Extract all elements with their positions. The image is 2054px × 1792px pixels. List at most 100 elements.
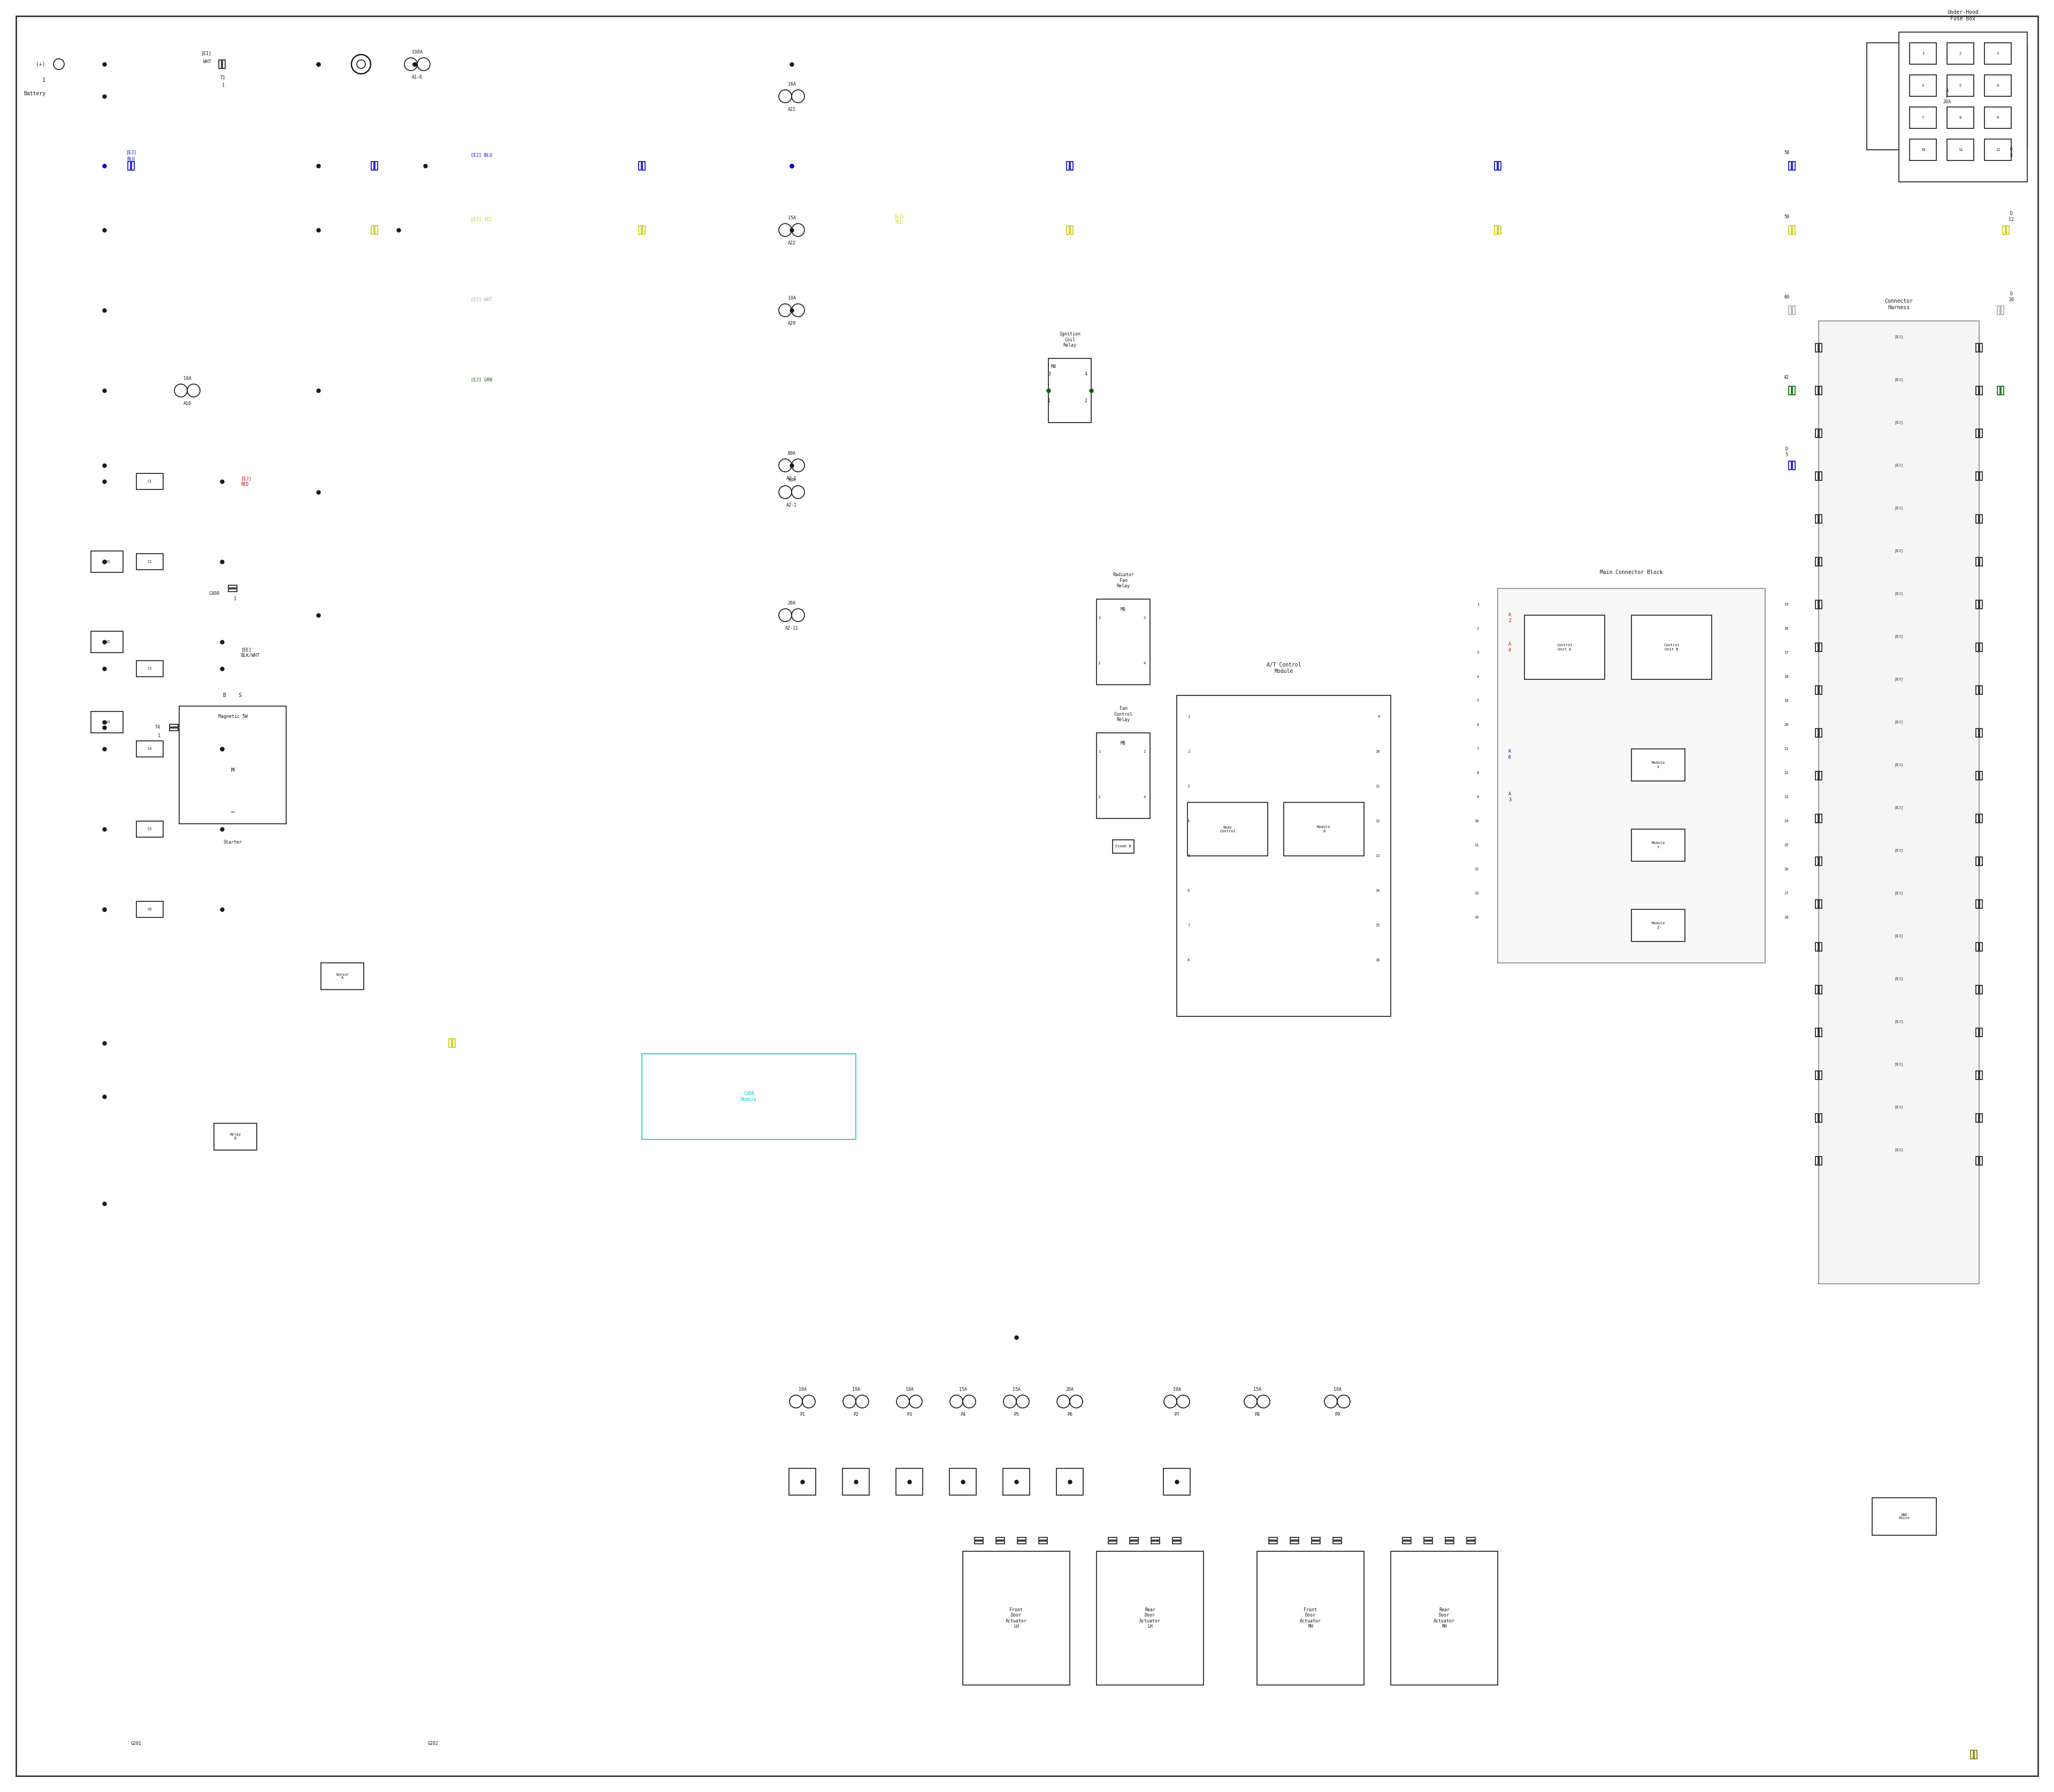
Bar (1467, 1538, 1475, 1539)
Text: Radiator
Fan
Relay: Radiator Fan Relay (1113, 572, 1134, 588)
Text: 13: 13 (1376, 855, 1380, 858)
Text: [EJ] GRN: [EJ] GRN (470, 378, 493, 382)
Bar (1290, 1538, 1298, 1539)
Bar (1793, 161, 1795, 170)
Text: 50A: 50A (787, 478, 795, 482)
Bar (1403, 1541, 1411, 1543)
Bar (1130, 1541, 1138, 1543)
Bar (1820, 344, 1822, 351)
Text: [EJ]: [EJ] (1894, 378, 1904, 382)
Text: 2: 2 (1960, 52, 1962, 56)
Bar (1017, 1541, 1025, 1543)
Bar (1980, 344, 1982, 351)
Bar (1423, 1541, 1432, 1543)
Text: 10A: 10A (799, 1387, 807, 1392)
Text: M9: M9 (1121, 607, 1126, 613)
Text: 4: 4 (1085, 373, 1087, 376)
Bar (1996, 306, 2001, 315)
Text: D
12: D 12 (2009, 211, 2013, 222)
Text: 11: 11 (1376, 785, 1380, 788)
Text: 59: 59 (1783, 215, 1789, 219)
Bar (789, 1468, 815, 1495)
Text: 14: 14 (1376, 889, 1380, 892)
Text: 10: 10 (1475, 819, 1479, 823)
Text: [EJ]: [EJ] (1894, 1063, 1904, 1066)
Text: SW1: SW1 (103, 561, 111, 563)
Bar (214, 1124, 257, 1150)
Text: [EI]: [EI] (201, 52, 212, 56)
Text: 15A: 15A (787, 215, 795, 220)
Text: [EJ]: [EJ] (1894, 507, 1904, 511)
Bar (1820, 514, 1822, 523)
Text: GND
Point: GND Point (1898, 1512, 1910, 1520)
Bar (1820, 1029, 1822, 1038)
Text: 11: 11 (1957, 149, 1964, 151)
Text: M4: M4 (1052, 364, 1056, 369)
Text: WHT: WHT (203, 59, 212, 65)
Text: C408
Module: C408 Module (741, 1091, 756, 1102)
Bar (1820, 814, 1822, 823)
Bar (1816, 729, 1818, 737)
Text: Module
Y: Module Y (1651, 842, 1666, 849)
Text: P2: P2 (852, 1412, 859, 1417)
Bar (1898, 32, 2027, 181)
Text: D
5: D 5 (1785, 446, 1787, 457)
Bar (1980, 428, 1982, 437)
Text: Ignition
Coil
Relay: Ignition Coil Relay (1060, 332, 1080, 348)
Bar (1976, 1072, 1978, 1079)
Text: 9: 9 (1378, 715, 1380, 719)
Text: [EJ]: [EJ] (1894, 1020, 1904, 1023)
Text: A2-1: A2-1 (787, 477, 797, 480)
Text: 3: 3 (1048, 373, 1052, 376)
Bar (1976, 600, 1978, 609)
Text: 2: 2 (1477, 627, 1479, 631)
Bar (1284, 803, 1364, 857)
Bar (90, 631, 123, 652)
Text: A/T Control
Module: A/T Control Module (1267, 663, 1300, 674)
Bar (1980, 943, 1982, 952)
Bar (448, 1039, 452, 1047)
Text: [EJ]: [EJ] (125, 151, 136, 154)
Bar (136, 901, 162, 918)
Bar (1820, 600, 1822, 609)
Bar (1980, 729, 1982, 737)
Text: 58: 58 (1783, 151, 1789, 154)
Bar (1980, 857, 1982, 866)
Text: 5: 5 (1187, 855, 1189, 858)
Bar (222, 59, 226, 68)
Text: 15A: 15A (1013, 1387, 1021, 1392)
Bar (1820, 471, 1822, 480)
Text: A
2: A 2 (1508, 613, 1512, 624)
Bar (127, 161, 131, 170)
Bar (1976, 986, 1978, 995)
Bar (228, 590, 236, 591)
Text: BLU: BLU (127, 158, 136, 161)
Text: 10A: 10A (1173, 1387, 1181, 1392)
Text: 17: 17 (1783, 650, 1789, 654)
Text: [EJ]: [EJ] (1894, 1106, 1904, 1109)
Text: ~: ~ (230, 810, 234, 817)
Text: [EJ]
RED: [EJ] RED (240, 477, 251, 487)
Text: [EJ]: [EJ] (1894, 335, 1904, 339)
Bar (1789, 387, 1791, 394)
Bar (1976, 643, 1978, 652)
Text: P4: P4 (959, 1412, 965, 1417)
Bar (974, 1538, 984, 1539)
Bar (2001, 306, 2005, 315)
Text: 10A: 10A (787, 296, 795, 301)
Bar (1039, 1538, 1048, 1539)
Bar (1066, 161, 1070, 170)
Text: C2: C2 (148, 561, 152, 563)
Bar (1816, 686, 1818, 694)
Bar (372, 226, 374, 235)
Text: [EJ]: [EJ] (1894, 421, 1904, 425)
Bar (1066, 226, 1070, 235)
Text: 8: 8 (1187, 959, 1189, 962)
Text: A22: A22 (787, 240, 795, 246)
Text: 8: 8 (1960, 116, 1962, 120)
Text: 60A: 60A (787, 452, 795, 455)
Text: [EJ]: [EJ] (1894, 634, 1904, 638)
Bar (2007, 161, 2009, 170)
Bar (1391, 1552, 1497, 1684)
Bar (1818, 321, 1980, 1283)
